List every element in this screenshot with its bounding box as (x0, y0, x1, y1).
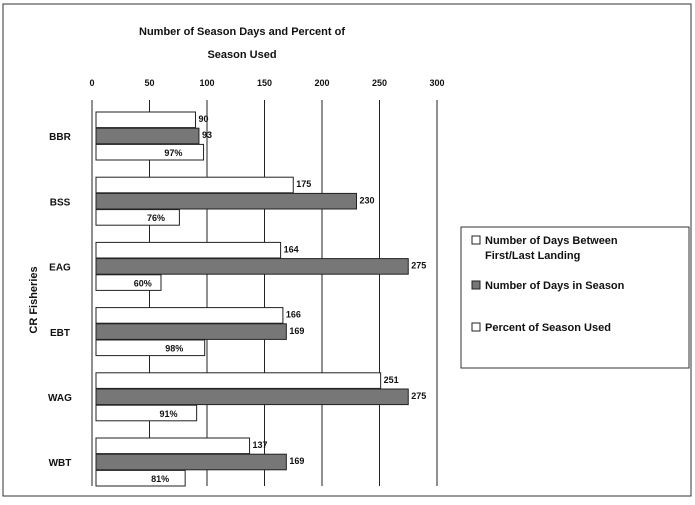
x-tick-label-50: 50 (144, 78, 154, 88)
legend-box (460, 226, 690, 369)
data-label-bbr-series-3: 97% (164, 148, 182, 158)
data-label-eag-series-2: 275 (411, 261, 426, 271)
bar-ebt-series-3 (95, 339, 206, 357)
category-label-bss: BSS (50, 197, 71, 208)
bars (95, 111, 409, 487)
bar-eag-series-2 (95, 258, 409, 275)
bar-bss-series-3 (95, 209, 180, 226)
legend-swatch-2 (471, 280, 481, 290)
bar-bss-series-1 (95, 176, 294, 194)
x-tick-label-100: 100 (199, 78, 214, 88)
data-label-ebt-series-2: 169 (289, 326, 304, 336)
data-label-bss-series-1: 175 (296, 179, 311, 189)
category-label-wbt: WBT (49, 458, 72, 469)
bar-bbr-series-2 (95, 127, 200, 145)
data-label-bbr-series-1: 90 (199, 114, 209, 124)
data-label-wbt-series-2: 169 (289, 456, 304, 466)
data-label-bbr-series-2: 93 (202, 130, 212, 140)
bar-ebt-series-2 (95, 323, 287, 340)
bar-eag-series-1 (95, 241, 282, 259)
data-label-eag-series-3: 60% (134, 278, 152, 288)
data-label-wag-series-2: 275 (411, 391, 426, 401)
category-label-bbr: BBR (49, 132, 71, 143)
data-label-eag-series-1: 164 (284, 244, 299, 254)
x-tick-label-250: 250 (372, 78, 387, 88)
bar-wag-series-1 (95, 372, 382, 389)
bar-bss-series-2 (95, 192, 357, 210)
y-axis-title: CR Fisheries (28, 266, 40, 333)
data-label-wbt-series-3: 81% (151, 474, 169, 484)
data-label-wag-series-1: 251 (384, 375, 399, 385)
data-label-ebt-series-3: 98% (165, 344, 183, 354)
bar-wag-series-2 (95, 388, 409, 406)
bar-wag-series-3 (95, 404, 198, 422)
data-label-ebt-series-1: 166 (286, 310, 301, 320)
legend-label-3: Percent of Season Used (485, 322, 611, 334)
data-label-wag-series-3: 91% (159, 409, 177, 419)
legend-swatch-1 (471, 235, 481, 245)
x-tick-label-150: 150 (257, 78, 272, 88)
category-labels: BBR BSS EAG EBT WAG WBT (48, 132, 72, 469)
legend-label-2: Number of Days in Season (485, 280, 625, 292)
bar-wbt-series-3 (95, 469, 186, 487)
category-label-eag: EAG (49, 263, 71, 274)
data-labels: 90 93 97% 175 230 76% 164 275 60% 166 169 98% 251 275… (134, 114, 426, 484)
legend-swatch-3 (471, 322, 481, 332)
x-tick-label-0: 0 (89, 78, 94, 88)
bar-ebt-series-1 (95, 307, 284, 324)
bar-bbr-series-1 (95, 111, 196, 129)
chart-title-line1: Number of Season Days and Percent of (139, 26, 345, 38)
x-tick-label-200: 200 (314, 78, 329, 88)
legend-label-1: Number of Days Between (485, 235, 618, 247)
bar-eag-series-3 (95, 274, 162, 291)
data-label-bss-series-2: 230 (360, 195, 375, 205)
x-tick-label-300: 300 (429, 78, 444, 88)
category-label-ebt: EBT (50, 328, 70, 339)
category-label-wag: WAG (48, 393, 72, 404)
gridlines (149, 100, 438, 486)
chart-title-line2: Season Used (207, 49, 276, 61)
bar-bbr-series-3 (95, 143, 205, 161)
data-label-wbt-series-1: 137 (253, 440, 268, 450)
data-label-bss-series-3: 76% (147, 213, 165, 223)
legend-label-1-line2: First/Last Landing (485, 250, 580, 262)
bar-wbt-series-1 (95, 437, 251, 455)
x-tick-labels: 0 50 100 150 200 250 300 (89, 78, 444, 88)
legend: Number of Days Between First/Last Landing… (471, 235, 625, 334)
bar-wbt-series-2 (95, 453, 287, 471)
